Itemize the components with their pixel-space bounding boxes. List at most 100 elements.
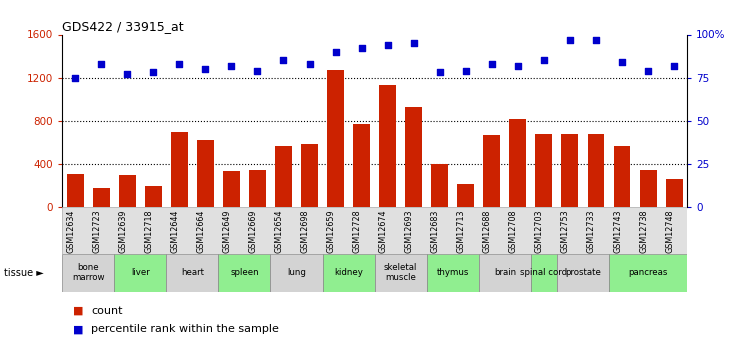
Bar — [613, 146, 631, 207]
Point — [95, 61, 107, 67]
Text: thymus: thymus — [436, 268, 469, 277]
Text: GSM12688: GSM12688 — [483, 209, 492, 253]
Bar — [535, 134, 553, 207]
Text: spleen: spleen — [230, 268, 259, 277]
Point — [564, 37, 576, 42]
Text: GSM12683: GSM12683 — [431, 209, 440, 253]
Bar — [93, 188, 110, 207]
Point — [643, 68, 654, 73]
Bar — [145, 186, 162, 207]
Point — [668, 63, 680, 68]
Bar — [374, 254, 427, 292]
Point — [486, 61, 498, 67]
Bar — [479, 254, 531, 292]
Text: GSM12708: GSM12708 — [509, 209, 518, 253]
Bar — [609, 254, 687, 292]
Point — [382, 42, 393, 48]
Text: GSM12733: GSM12733 — [587, 209, 596, 253]
Text: ■: ■ — [73, 306, 83, 315]
Point — [69, 75, 81, 80]
Text: heart: heart — [181, 268, 204, 277]
Bar — [427, 254, 479, 292]
Text: GSM12639: GSM12639 — [118, 209, 127, 253]
Text: GSM12738: GSM12738 — [639, 209, 648, 253]
Text: GSM12674: GSM12674 — [379, 209, 387, 253]
Point — [200, 66, 211, 72]
Bar — [588, 134, 605, 207]
Bar — [379, 85, 396, 207]
Bar — [197, 140, 214, 207]
Point — [226, 63, 238, 68]
Point — [121, 71, 133, 77]
Point — [330, 49, 341, 55]
Bar — [640, 170, 656, 207]
Bar — [353, 124, 370, 207]
Text: GSM12664: GSM12664 — [197, 209, 205, 253]
Text: kidney: kidney — [334, 268, 363, 277]
Point — [512, 63, 523, 68]
Bar — [171, 131, 188, 207]
Text: GSM12649: GSM12649 — [222, 209, 232, 253]
Text: GSM12698: GSM12698 — [300, 209, 309, 253]
Point — [356, 46, 368, 51]
Text: ■: ■ — [73, 325, 83, 334]
Text: count: count — [91, 306, 123, 315]
Text: GDS422 / 33915_at: GDS422 / 33915_at — [62, 20, 183, 33]
Text: percentile rank within the sample: percentile rank within the sample — [91, 325, 279, 334]
Bar — [114, 254, 167, 292]
Bar — [405, 107, 423, 207]
Point — [408, 40, 420, 46]
Bar — [67, 174, 83, 207]
Text: brain: brain — [493, 268, 516, 277]
Bar — [167, 254, 219, 292]
Bar — [270, 254, 322, 292]
Point — [173, 61, 185, 67]
Point — [590, 37, 602, 42]
Bar — [301, 145, 318, 207]
Text: GSM12718: GSM12718 — [144, 209, 154, 253]
Point — [434, 70, 446, 75]
Bar — [666, 179, 683, 207]
Text: GSM12644: GSM12644 — [170, 209, 179, 253]
Text: lung: lung — [287, 268, 306, 277]
Text: spinal cord: spinal cord — [520, 268, 567, 277]
Bar — [458, 184, 474, 207]
Text: GSM12723: GSM12723 — [92, 209, 101, 253]
Point — [303, 61, 315, 67]
Text: pancreas: pancreas — [629, 268, 667, 277]
Bar — [327, 70, 344, 207]
Bar — [219, 254, 270, 292]
Text: GSM12669: GSM12669 — [249, 209, 257, 253]
Bar — [322, 254, 374, 292]
Point — [278, 58, 289, 63]
Text: GSM12748: GSM12748 — [665, 209, 674, 253]
Bar — [249, 170, 266, 207]
Bar — [223, 171, 240, 207]
Text: GSM12659: GSM12659 — [327, 209, 336, 253]
Text: GSM12634: GSM12634 — [67, 209, 75, 253]
Text: prostate: prostate — [565, 268, 601, 277]
Point — [616, 59, 628, 65]
Bar — [561, 134, 578, 207]
Bar — [62, 254, 114, 292]
Bar — [510, 119, 526, 207]
Text: GSM12713: GSM12713 — [457, 209, 466, 253]
Point — [148, 70, 159, 75]
Text: GSM12703: GSM12703 — [535, 209, 544, 253]
Text: GSM12654: GSM12654 — [275, 209, 284, 253]
Bar — [118, 175, 136, 207]
Text: GSM12753: GSM12753 — [561, 209, 570, 253]
Bar — [531, 254, 557, 292]
Bar — [557, 254, 609, 292]
Bar — [483, 135, 500, 207]
Text: liver: liver — [131, 268, 150, 277]
Bar — [275, 146, 292, 207]
Text: tissue ►: tissue ► — [4, 268, 43, 277]
Bar — [431, 164, 448, 207]
Text: skeletal
muscle: skeletal muscle — [384, 263, 417, 282]
Text: GSM12743: GSM12743 — [613, 209, 622, 253]
Text: bone
marrow: bone marrow — [72, 263, 105, 282]
Point — [460, 68, 471, 73]
Point — [251, 68, 263, 73]
Point — [538, 58, 550, 63]
